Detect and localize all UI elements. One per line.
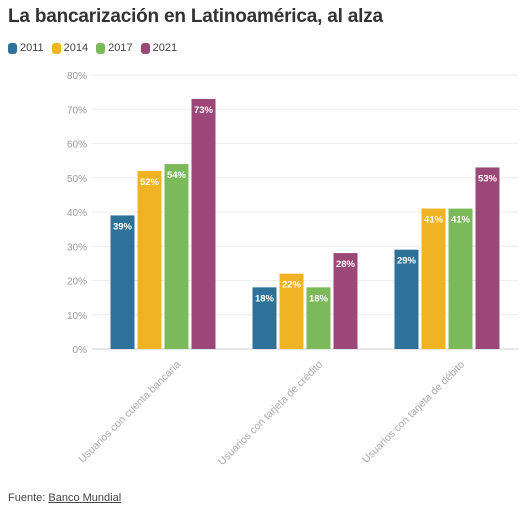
y-tick-label: 60% (67, 140, 87, 151)
y-tick-label: 30% (67, 242, 87, 253)
bar-2017 (164, 164, 189, 349)
data-label: 41% (451, 215, 471, 226)
data-label: 54% (167, 170, 187, 181)
legend-label: 2011 (20, 42, 44, 54)
bar-2014 (137, 170, 162, 349)
data-label: 41% (424, 215, 444, 226)
data-label: 18% (255, 293, 275, 304)
bar-2011 (110, 215, 135, 349)
legend-item-2021[interactable]: 2021 (140, 42, 178, 54)
y-tick-label: 50% (67, 174, 87, 185)
legend-item-2011[interactable]: 2011 (8, 42, 44, 54)
legend-label: 2021 (152, 42, 178, 54)
bar-2021 (475, 167, 500, 349)
bar-2014 (421, 208, 446, 349)
source-link[interactable]: Banco Mundial (48, 492, 122, 504)
bar-2021 (333, 253, 358, 349)
bar-2011 (252, 287, 277, 349)
y-tick-label: 0% (73, 345, 88, 356)
x-category-label: Usuarios con cuenta bancaria (76, 359, 183, 466)
legend-swatch (51, 42, 61, 54)
data-label: 18% (309, 293, 329, 304)
chart-title: La bancarización en Latinoamérica, al al… (8, 6, 383, 27)
bar-2011 (394, 249, 419, 349)
legend-swatch (8, 42, 17, 54)
legend-label: 2017 (108, 42, 133, 54)
data-label: 39% (113, 221, 133, 232)
y-tick-label: 40% (67, 208, 87, 219)
legend-swatch (140, 42, 150, 54)
data-label: 28% (336, 259, 356, 270)
data-label: 22% (282, 280, 302, 291)
bar-chart: 0% 10% 20% 30% 40% 50% 60% 70% 80% 39% 52% 54% 73% Us… (67, 71, 518, 468)
legend-label: 2014 (63, 42, 89, 54)
legend-item-2014[interactable]: 2014 (51, 42, 89, 54)
source-label: Fuente: (8, 492, 46, 504)
bar-2017 (306, 287, 331, 349)
y-tick-label: 10% (67, 311, 87, 322)
data-label: 29% (397, 256, 417, 267)
data-label: 53% (478, 173, 498, 184)
bar-2021 (191, 98, 216, 349)
legend-item-2017[interactable]: 2017 (96, 42, 133, 54)
y-tick-label: 80% (67, 71, 87, 82)
data-label: 52% (140, 177, 160, 188)
x-category-label: Usuarios con tarjeta de débito (360, 359, 467, 466)
source-note: Fuente: Banco Mundial (8, 492, 121, 504)
legend-swatch (96, 42, 106, 54)
data-label: 73% (194, 105, 214, 116)
bar-2014 (279, 273, 304, 349)
bar-2017 (448, 208, 473, 349)
x-category-label: Usuarios con tarjeta de crédito (216, 359, 325, 468)
legend: 2011 2014 2017 2021 (8, 42, 177, 54)
y-tick-label: 70% (67, 105, 87, 116)
y-tick-label: 20% (67, 277, 87, 288)
